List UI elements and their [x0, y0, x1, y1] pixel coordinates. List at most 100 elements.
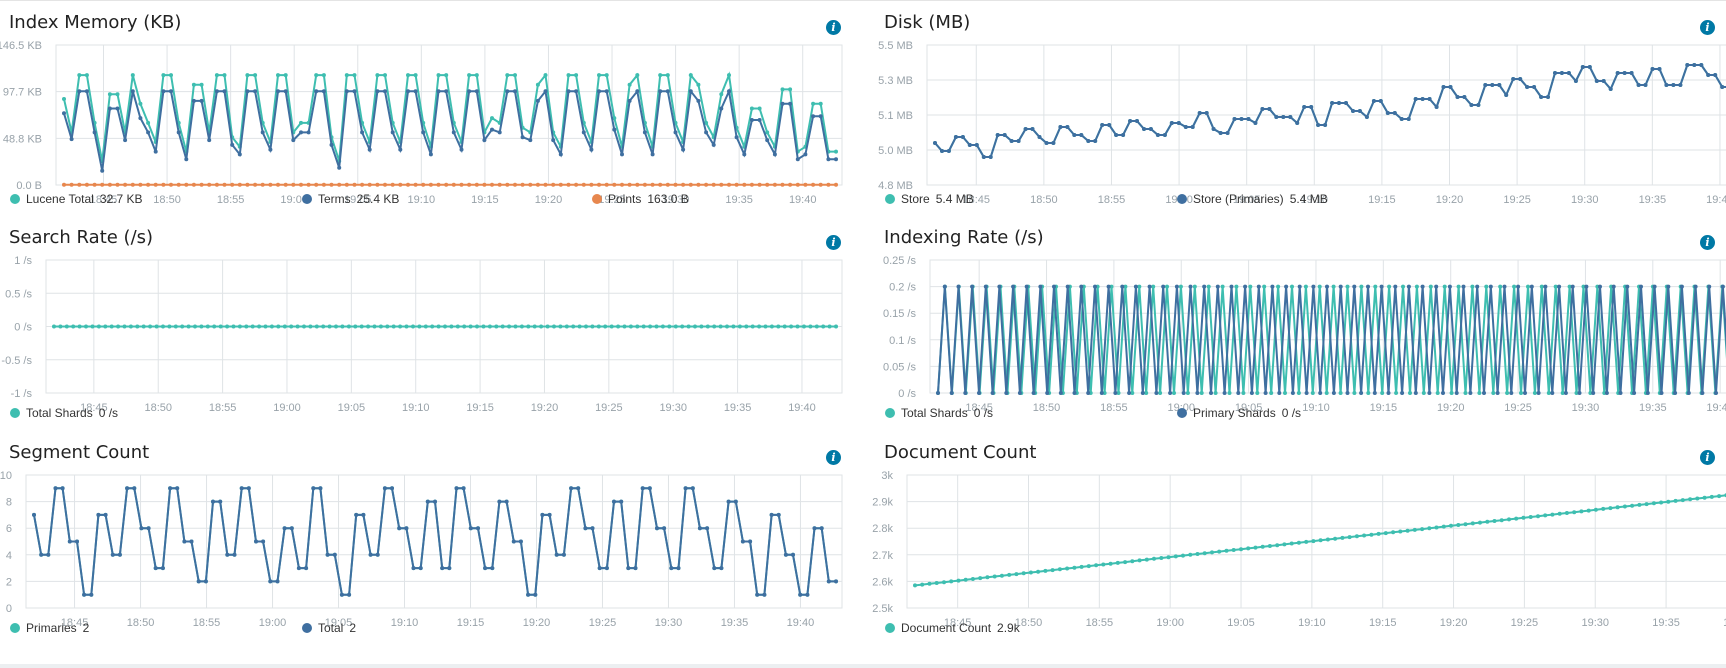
legend-item-primaries[interactable]: Primaries 2	[10, 621, 89, 635]
legend-item-lucene-total[interactable]: Lucene Total 32.7 KB	[10, 192, 143, 206]
info-icon[interactable]: i	[1700, 20, 1715, 35]
data-point	[1584, 284, 1589, 289]
data-point	[1116, 391, 1121, 395]
info-icon[interactable]: i	[1700, 450, 1715, 465]
data-point	[347, 592, 352, 597]
data-point	[116, 324, 121, 329]
data-point	[688, 89, 693, 94]
data-point	[1639, 284, 1643, 289]
legend-item-terms[interactable]: Terms 25.4 KB	[302, 192, 399, 206]
y-tick-label: 2.5k	[872, 603, 893, 615]
data-point	[146, 120, 151, 125]
data-point	[161, 324, 165, 329]
info-icon[interactable]: i	[826, 450, 841, 465]
x-tick-label: 19:15	[471, 194, 499, 206]
data-point	[1720, 284, 1725, 289]
data-point	[138, 116, 143, 121]
data-point	[329, 182, 334, 187]
data-point	[1123, 560, 1128, 565]
data-point	[413, 89, 418, 94]
x-tick-label: 19:15	[1368, 194, 1396, 206]
data-point	[1120, 284, 1125, 289]
data-point	[641, 324, 646, 329]
y-tick-label: 10	[0, 470, 12, 482]
legend-item-total-shards[interactable]: Total Shards 0 /s	[10, 406, 118, 420]
y-tick-label: 0.2 /s	[889, 282, 916, 294]
data-point	[1297, 284, 1302, 289]
data-point	[612, 182, 617, 187]
data-point	[769, 324, 774, 329]
data-point	[783, 552, 788, 557]
data-point	[769, 512, 774, 517]
data-point	[1239, 117, 1244, 121]
data-point	[590, 526, 595, 531]
disk-chart: 5.5 MB 5.3 MB 5.1 MB 5.0 MB 4.8 MB 18:45 18:50…	[878, 40, 1726, 206]
data-point	[933, 141, 937, 145]
data-point	[199, 82, 204, 87]
x-tick-label: 19:30	[1572, 402, 1600, 414]
legend-dot-icon	[302, 623, 312, 633]
data-point	[1276, 284, 1281, 289]
data-point	[1338, 391, 1343, 395]
data-point	[109, 324, 114, 329]
data-point	[1211, 127, 1216, 131]
data-point	[1383, 531, 1388, 536]
legend-label: Lucene Total	[26, 192, 94, 206]
data-point	[1385, 111, 1390, 115]
data-point	[257, 324, 262, 329]
data-point	[1072, 565, 1077, 570]
data-point	[1137, 284, 1142, 289]
data-point	[788, 182, 793, 187]
data-point	[214, 73, 219, 78]
data-point	[1260, 544, 1265, 549]
data-point	[239, 486, 244, 491]
data-point	[505, 182, 510, 187]
data-point	[1246, 546, 1251, 551]
legend-dot-icon	[10, 194, 20, 204]
x-tick-label: 19:25	[1503, 194, 1531, 206]
data-point	[451, 130, 456, 135]
info-icon[interactable]: i	[826, 235, 841, 250]
data-point	[1546, 95, 1550, 99]
data-point	[603, 324, 608, 329]
data-point	[1231, 548, 1236, 552]
legend-item-points[interactable]: Points 163.0 B	[592, 192, 689, 206]
x-tick-label: 19:10	[408, 194, 436, 206]
legend-item-store-primaries-[interactable]: Store (Primaries) 5.4 MB	[1177, 192, 1328, 206]
legend-item-primary-shards[interactable]: Primary Shards 0 /s	[1177, 406, 1301, 420]
data-point	[1625, 284, 1630, 289]
data-point	[84, 182, 89, 187]
data-point	[1239, 547, 1243, 552]
data-point	[180, 324, 185, 329]
legend-item-total-shards[interactable]: Total Shards 0 /s	[885, 406, 993, 420]
data-point	[468, 324, 473, 329]
data-point	[1536, 391, 1541, 395]
legend-item-document-count[interactable]: Document Count 2.9k	[885, 621, 1020, 635]
data-point	[430, 324, 435, 329]
data-point	[1123, 284, 1128, 289]
data-point	[658, 182, 663, 187]
data-point	[1202, 284, 1207, 289]
legend-item-total[interactable]: Total 2	[302, 621, 356, 635]
info-icon[interactable]: i	[826, 20, 841, 35]
data-point	[612, 127, 617, 132]
x-tick-label: 19:30	[662, 194, 690, 206]
data-point	[1673, 391, 1678, 395]
x-tick-label: 19:00	[259, 617, 287, 629]
info-icon[interactable]: i	[1700, 235, 1715, 250]
data-point	[543, 73, 548, 78]
data-point	[1563, 391, 1568, 395]
data-point	[1470, 521, 1475, 526]
data-point	[1304, 391, 1309, 395]
data-point	[1232, 117, 1237, 121]
data-point	[744, 324, 749, 329]
data-point	[462, 324, 467, 329]
legend-item-store[interactable]: Store 5.4 MB	[885, 192, 974, 206]
data-point	[583, 526, 588, 531]
data-point	[103, 512, 108, 517]
data-point	[46, 552, 51, 557]
data-point	[418, 566, 423, 571]
data-point	[1099, 391, 1104, 395]
data-point	[84, 324, 88, 329]
data-point	[1324, 391, 1329, 395]
